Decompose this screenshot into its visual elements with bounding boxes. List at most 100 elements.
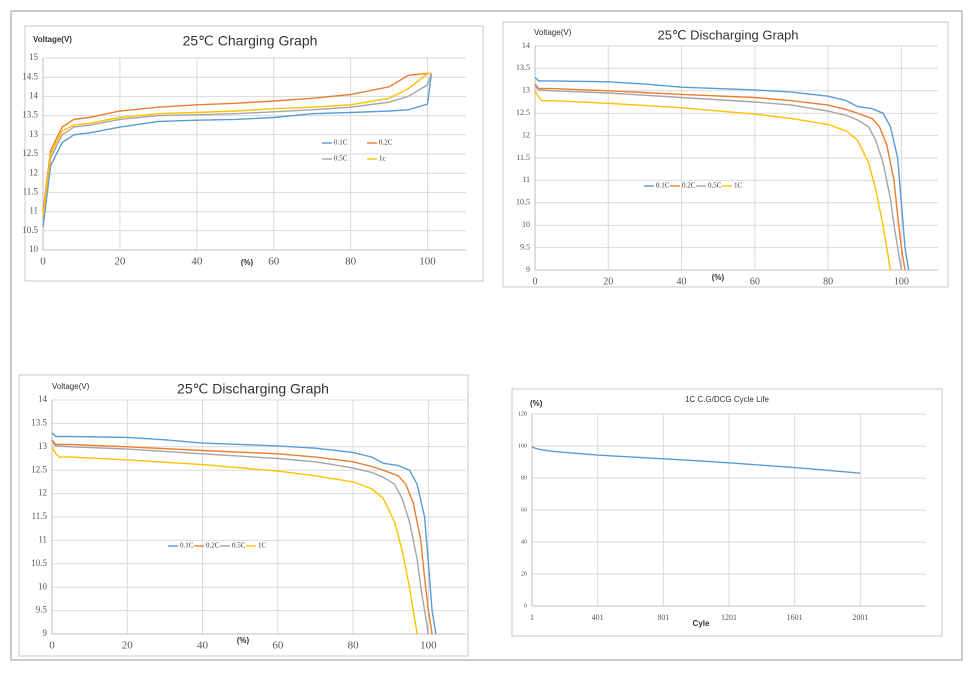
x-tick-label: 2001 [852, 613, 868, 622]
outer-border [10, 10, 963, 661]
y-tick-label: 11.5 [23, 186, 39, 196]
x-tick-label: 20 [122, 640, 134, 652]
y-tick-label: 11 [29, 206, 38, 216]
y-tick-label: 10 [522, 220, 530, 229]
y-tick-label: 11 [38, 534, 47, 544]
chart-title: 25℃ Charging Graph [183, 33, 318, 49]
chart-title: 25℃ Discharging Graph [177, 381, 329, 397]
x-tick-label: 60 [750, 276, 760, 287]
y-tick-label: 20 [521, 571, 527, 577]
y-tick-label: 12.5 [516, 108, 530, 117]
series-line [42, 73, 433, 228]
y-tick-label: 0 [524, 603, 527, 609]
y-tick-label: 10.5 [22, 225, 38, 235]
y-tick-label: 14 [522, 41, 530, 50]
series-line [51, 446, 418, 635]
series-line [534, 83, 906, 271]
y-tick-label: 9.5 [36, 605, 48, 615]
y-tick-label: 12 [38, 488, 47, 498]
x-tick-label: 100 [894, 276, 909, 287]
y-tick-label: 10.5 [516, 198, 530, 207]
y-tick-label: 13 [38, 441, 48, 451]
chart-title: 1C C.G/DCG Cycle Life [685, 395, 770, 404]
y-axis-label: (%) [530, 399, 543, 408]
y-tick-label: 13.5 [516, 63, 530, 72]
y-tick-label: 13.5 [22, 110, 38, 120]
y-tick-label: 12 [522, 130, 530, 139]
x-tick-label: 80 [345, 256, 357, 268]
x-axis-label: Cyle [693, 619, 710, 628]
y-tick-label: 120 [518, 411, 527, 417]
x-tick-label: 0 [533, 276, 538, 287]
x-tick-label: 20 [114, 256, 126, 268]
panel-frame [502, 21, 949, 288]
x-tick-label: 80 [348, 640, 360, 652]
legend-label: 0.1C [334, 139, 348, 147]
y-tick-label: 60 [521, 507, 527, 513]
y-tick-label: 13.5 [31, 417, 47, 427]
series-line [534, 85, 903, 271]
y-tick-label: 15 [29, 52, 39, 62]
x-tick-label: 0 [40, 256, 46, 268]
y-axis-label: Voltage(V) [52, 382, 90, 391]
legend-label: 0.1C [180, 542, 194, 550]
y-axis-label: Voltage(V) [33, 35, 72, 44]
legend-label: 0.2C [379, 139, 393, 147]
y-tick-label: 40 [521, 539, 527, 545]
y-tick-label: 13 [522, 86, 530, 95]
x-tick-label: 0 [49, 640, 55, 652]
y-tick-label: 80 [521, 475, 527, 481]
y-tick-label: 12.5 [31, 464, 47, 474]
panel-frame [18, 374, 469, 657]
x-tick-label: 801 [657, 613, 669, 622]
y-axis-label: Voltage(V) [534, 28, 572, 37]
legend-label: 0.2C [206, 542, 220, 550]
y-tick-label: 12 [29, 167, 38, 177]
y-tick-label: 11.5 [32, 511, 48, 521]
series-line [42, 72, 432, 212]
legend-label: 0.5C [708, 182, 722, 190]
series-line [51, 441, 430, 635]
x-tick-label: 1 [530, 613, 534, 622]
series-line [51, 432, 437, 635]
x-axis-label: (%) [712, 273, 725, 282]
x-tick-label: 401 [592, 613, 604, 622]
legend-label: 0.5C [232, 542, 246, 550]
y-tick-label: 14 [29, 90, 39, 100]
x-axis-label: (%) [241, 258, 254, 267]
x-tick-label: 60 [272, 640, 284, 652]
y-tick-label: 11.5 [516, 153, 530, 162]
legend-label: 0.5C [334, 155, 348, 163]
x-axis-label: (%) [237, 636, 250, 645]
series-line [42, 73, 433, 220]
y-tick-label: 10.5 [31, 558, 47, 568]
y-tick-label: 12.5 [22, 148, 38, 158]
series-line [534, 90, 892, 271]
y-tick-label: 14 [38, 394, 48, 404]
series-line [534, 76, 910, 271]
y-tick-label: 9 [526, 265, 530, 274]
x-tick-label: 80 [823, 276, 833, 287]
y-tick-label: 10 [29, 244, 39, 254]
y-tick-label: 100 [518, 443, 527, 449]
x-tick-label: 40 [191, 256, 203, 268]
x-tick-label: 20 [603, 276, 613, 287]
y-tick-label: 10 [38, 581, 48, 591]
series-line [42, 72, 432, 216]
legend-label: 0.1C [656, 182, 670, 190]
x-tick-label: 1601 [787, 613, 803, 622]
legend-label: 1C [258, 542, 267, 550]
y-tick-label: 11 [522, 175, 530, 184]
x-tick-label: 100 [420, 640, 437, 652]
y-tick-label: 9 [43, 628, 48, 638]
y-tick-label: 14.5 [22, 71, 38, 81]
legend-label: 0.2C [682, 182, 696, 190]
x-tick-label: 40 [677, 276, 687, 287]
series-line [531, 446, 861, 474]
x-tick-label: 40 [197, 640, 209, 652]
y-tick-label: 9.5 [520, 242, 530, 251]
y-tick-label: 13 [29, 129, 39, 139]
legend-label: 1c [379, 155, 386, 163]
panel-frame [511, 388, 943, 637]
